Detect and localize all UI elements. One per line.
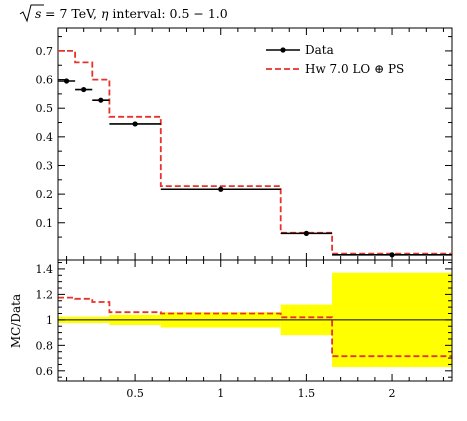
ratio-y-tick-label: 1.4 xyxy=(36,263,54,276)
data-point xyxy=(132,121,138,127)
ratio-x-tick-label: 1 xyxy=(217,387,224,400)
ratio-y-axis: 0.6 0.8 1 1.2 1.4 xyxy=(36,262,452,378)
chart-title: s = 7 TeV, η interval: 0.5 − 1.0 xyxy=(19,4,228,23)
main-y-tick-label: 0.4 xyxy=(36,131,54,144)
title-sqrt-s: s xyxy=(35,6,41,21)
ratio-y-tick-label: 0.6 xyxy=(36,365,54,378)
main-y-axis: 0.1 0.2 0.3 0.4 0.5 0.6 0.7 xyxy=(36,36,452,238)
data-point xyxy=(63,78,70,84)
main-y-tick-label: 0.7 xyxy=(36,45,54,58)
ratio-mc-histogram xyxy=(58,296,452,358)
ratio-x-tick-label: 2 xyxy=(389,387,396,400)
legend-mc-label: Hw 7.0 LO ⊕ PS xyxy=(305,62,404,76)
title-energy-text: = 7 TeV, xyxy=(45,6,101,21)
data-point xyxy=(81,86,87,93)
legend-data-label: Data xyxy=(305,43,334,57)
main-y-tick-label: 0.2 xyxy=(36,188,54,201)
data-point xyxy=(303,230,309,236)
main-y-tick-label: 0.6 xyxy=(36,74,54,87)
main-y-tick-label: 0.5 xyxy=(36,102,54,115)
ratio-y-tick-label: 0.8 xyxy=(36,339,54,352)
ratio-x-axis: 0.5 1 1.5 2 xyxy=(66,260,444,400)
title-energy: = 7 TeV, η interval: 0.5 − 1.0 xyxy=(45,6,228,21)
ratio-x-tick-label: 1.5 xyxy=(298,387,316,400)
main-x-minor-ticks xyxy=(66,28,444,260)
legend: Data Hw 7.0 LO ⊕ PS xyxy=(266,43,404,76)
ratio-y-tick-label: 1.2 xyxy=(36,288,54,301)
mc-step-line xyxy=(58,50,452,255)
legend-data-marker xyxy=(280,47,286,53)
mc-histogram xyxy=(58,50,452,255)
data-points xyxy=(58,78,452,258)
data-point xyxy=(218,186,224,192)
sqrt-radical-symbol xyxy=(19,4,44,23)
ratio-x-tick-label: 0.5 xyxy=(126,387,144,400)
data-point xyxy=(389,252,395,258)
main-y-tick-label: 0.3 xyxy=(36,159,54,172)
data-point xyxy=(98,97,104,103)
ratio-plot-panel: 0.6 0.8 1 1.2 1.4 0.5 1 1.5 2 MC/Data xyxy=(9,259,453,400)
ratio-mc-step-line xyxy=(58,296,452,358)
main-plot-panel: 0.1 0.2 0.3 0.4 0.5 0.6 0.7 Data Hw 7.0 LO ⊕ P… xyxy=(36,27,453,261)
ratio-y-axis-label: MC/Data xyxy=(9,294,23,348)
ratio-y-tick-label: 1 xyxy=(46,314,53,327)
title-interval: interval: 0.5 − 1.0 xyxy=(108,6,227,21)
legend-entry-data: Data xyxy=(266,43,334,57)
title-eta: η xyxy=(101,6,109,21)
legend-entry-mc: Hw 7.0 LO ⊕ PS xyxy=(266,62,404,76)
main-y-tick-label: 0.1 xyxy=(36,217,54,230)
